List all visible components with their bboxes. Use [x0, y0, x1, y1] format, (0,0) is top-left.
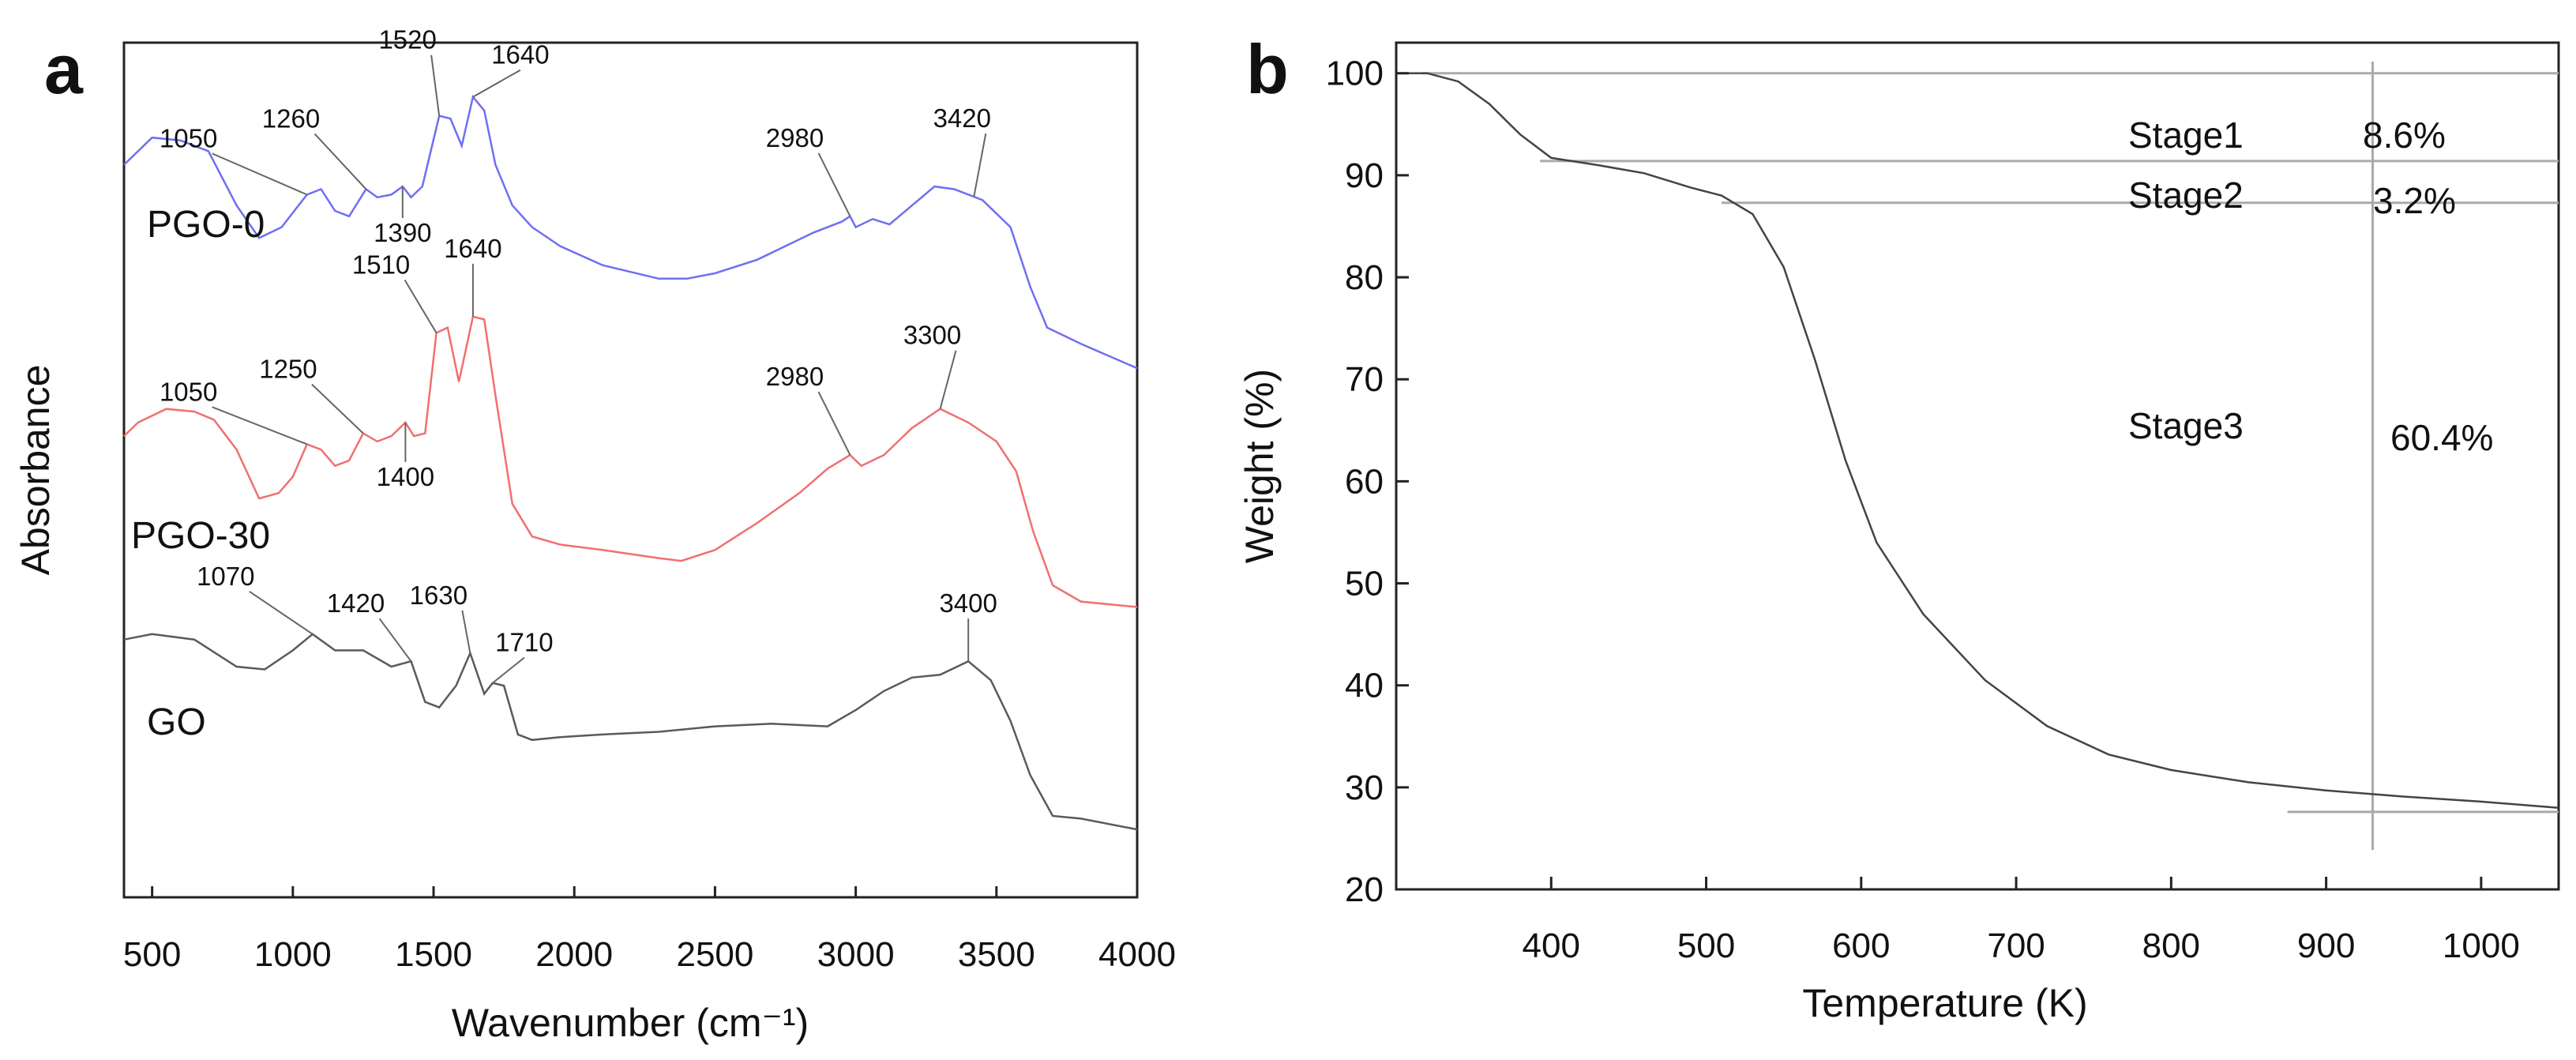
- stage1-label: Stage1: [2128, 115, 2244, 156]
- panel-b-y-tick-label: 80: [1345, 258, 1384, 297]
- peak-leader-line: [378, 618, 412, 662]
- panel-a-ylabel: Absorbance: [13, 365, 58, 576]
- panel-a-series-group: [123, 94, 1138, 831]
- peak-label: 1050: [160, 377, 217, 406]
- peak-label: 3400: [939, 588, 997, 618]
- peak-label: 2980: [766, 123, 824, 152]
- panel-b-y-tick-label: 70: [1345, 360, 1384, 399]
- stage1-percent: 8.6%: [2363, 115, 2446, 156]
- panel-a-x-tick-label: 3500: [958, 935, 1035, 974]
- series-label-pgo-30: PGO-30: [131, 515, 270, 557]
- panel-b-y-tick-label: 100: [1326, 55, 1384, 93]
- peak-label: 1510: [352, 250, 410, 280]
- peak-label: 2980: [766, 362, 824, 391]
- peak-leader-line: [314, 133, 367, 190]
- peak-label: 1400: [377, 462, 434, 491]
- panel-b-y-tick-label: 90: [1345, 156, 1384, 195]
- panel-b-y-ticks: 20 30 40 50 60 70 80 90 100: [1326, 55, 1384, 909]
- series-label-pgo-0: PGO-0: [147, 204, 265, 246]
- peak-leader-line: [472, 69, 521, 98]
- panel-b-y-tick-label: 40: [1345, 667, 1384, 705]
- panel-b-x-tick-label: 800: [2142, 927, 2200, 965]
- panel-a-x-tick-label: 500: [123, 935, 181, 974]
- panel-b-x-tick-label: 500: [1677, 927, 1735, 965]
- peak-label: 1640: [491, 40, 549, 70]
- panel-a-x-tick-label: 3000: [817, 935, 895, 974]
- peak-leader-line: [212, 406, 308, 445]
- panel-a-x-tick-label: 1000: [254, 935, 332, 974]
- peak-label: 3420: [933, 103, 991, 133]
- peak-leader-line: [430, 55, 441, 116]
- spectrum-line-pgo-30: [123, 315, 1138, 608]
- panel-b-y-tick-label: 50: [1345, 565, 1384, 603]
- peak-label: 1710: [495, 628, 553, 657]
- panel-b-x-ticks: 400 500 600 700 800 900 1000: [1523, 927, 2520, 965]
- panel-a-x-tick-label: 2000: [535, 935, 613, 974]
- peak-leader-line: [249, 590, 314, 635]
- panel-a-xlabel: Wavenumber (cm⁻¹): [452, 1001, 809, 1045]
- stage2-label: Stage2: [2128, 175, 2244, 216]
- peak-label: 1390: [374, 218, 431, 247]
- stage2-percent: 3.2%: [2373, 180, 2456, 221]
- series-label-go: GO: [147, 701, 206, 743]
- peak-leader-line: [973, 133, 987, 197]
- panel-a-x-tick-label: 4000: [1098, 935, 1176, 974]
- panel-b-xlabel: Temperature (K): [1802, 981, 2087, 1025]
- peak-label: 1250: [259, 355, 317, 384]
- panel-a-frame: [122, 41, 1139, 899]
- peak-label: 1050: [160, 123, 217, 152]
- peak-label: 1070: [197, 562, 254, 591]
- peak-label: 1260: [262, 103, 320, 133]
- panel-a-x-tick-label: 2500: [676, 935, 753, 974]
- panel-b-y-tick-label: 30: [1345, 769, 1384, 807]
- peak-leader-line: [939, 350, 957, 409]
- panel-a-x-ticks: 500 1000 1500 2000 2500 3000 3500 4000: [123, 935, 1176, 974]
- panel-b-stage-guides: [1421, 62, 2559, 850]
- peak-leader-line: [212, 152, 308, 196]
- panel-b-x-tick-label: 400: [1523, 927, 1580, 965]
- panel-a-peak-labels: 1050 1260 1520 1640 1390 2980 3420 1050 1250 1510…: [160, 25, 997, 684]
- panel-b-y-tick-label: 60: [1345, 462, 1384, 501]
- peak-leader-line: [461, 610, 471, 654]
- panel-b-ylabel: Weight (%): [1237, 369, 1282, 563]
- panel-b-x-tick-label: 700: [1987, 927, 2045, 965]
- panel-a-x-tick-label: 1500: [395, 935, 472, 974]
- peak-leader-line: [817, 152, 851, 217]
- panel-b-x-tick-label: 900: [2297, 927, 2355, 965]
- stage3-label: Stage3: [2128, 405, 2244, 446]
- peak-leader-line: [492, 656, 525, 684]
- peak-label: 1630: [410, 581, 468, 610]
- panel-b-y-tick-label: 20: [1345, 870, 1384, 909]
- panel-b-letter: b: [1246, 30, 1289, 108]
- panel-b-x-tick-label: 600: [1832, 927, 1890, 965]
- panel-b-x-tick-label: 1000: [2443, 927, 2520, 965]
- peak-leader-line: [404, 280, 437, 334]
- tga-curve: [1396, 72, 2559, 809]
- peak-leader-line: [311, 383, 364, 434]
- panel-b-series-group: [1396, 72, 2559, 809]
- peak-leader-line: [817, 391, 851, 456]
- panel-b-chart: b Weight (%) Temperature (K) 400 500 600…: [1237, 30, 2560, 1025]
- spectrum-line-go: [123, 633, 1138, 831]
- peak-label: 1420: [327, 588, 385, 618]
- panel-b-stage-labels: Stage1 8.6% Stage2 3.2% Stage3 60.4%: [2128, 115, 2493, 458]
- panel-b-frame: [1395, 41, 2560, 891]
- stage3-percent: 60.4%: [2390, 417, 2493, 458]
- peak-label: 1520: [378, 25, 436, 55]
- peak-label: 3300: [903, 321, 961, 350]
- peak-label: 1640: [444, 234, 501, 263]
- panel-a-letter: a: [44, 30, 84, 108]
- panel-a-series-labels: PGO-0 PGO-30 GO: [131, 204, 270, 743]
- panel-a-chart: a Absorbance Wavenumber (cm⁻¹) 500 1000 …: [13, 25, 1176, 1045]
- spectrum-line-pgo-0: [123, 94, 1138, 370]
